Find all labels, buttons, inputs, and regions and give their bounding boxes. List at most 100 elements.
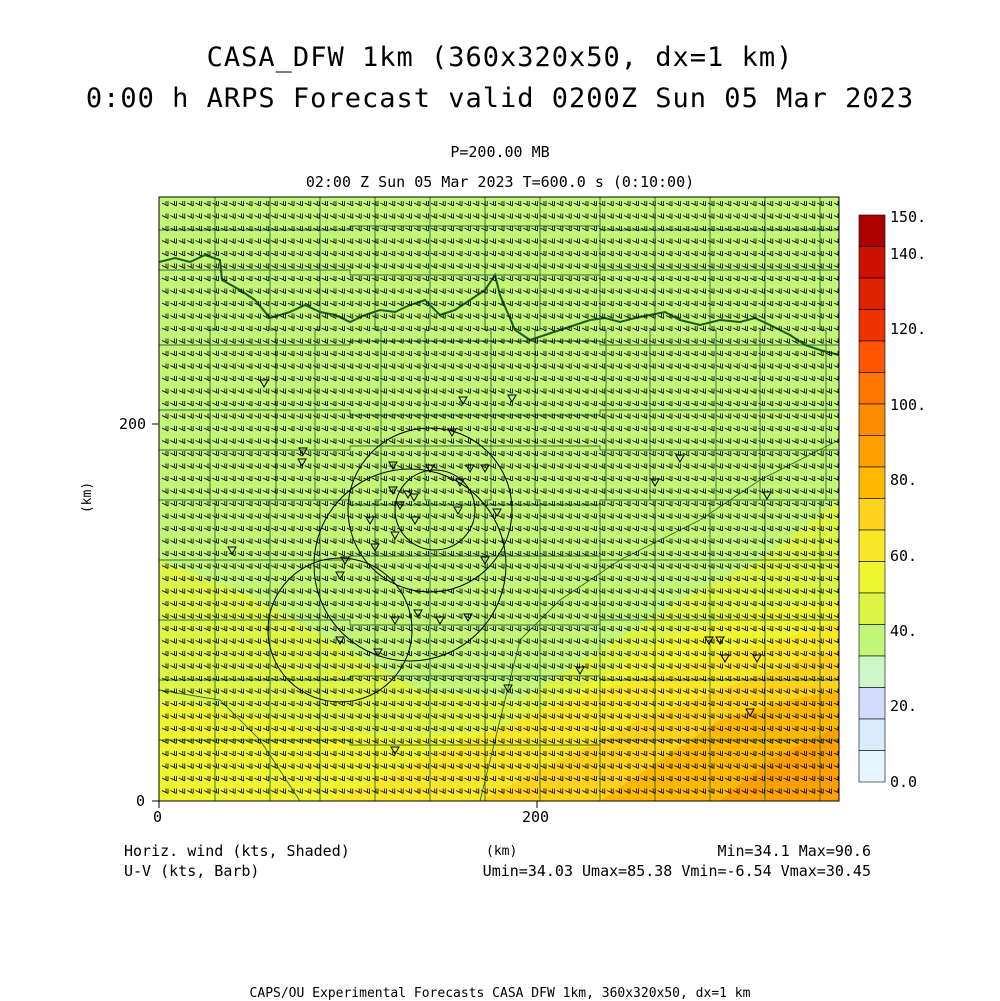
wind-barb [287,601,295,607]
wind-barb [775,413,782,419]
wind-barb [523,326,530,332]
wind-barb [170,763,177,769]
wind-barb [447,338,454,344]
wind-barb [245,788,253,794]
wind-barb [514,751,522,757]
wind-barb [203,451,211,457]
wind-barb [355,776,362,782]
wind-barb [161,488,169,494]
wind-barb [464,626,471,632]
wind-barb [455,563,463,569]
wind-barb [817,488,824,494]
wind-barb [195,326,202,332]
state-border [159,253,839,356]
wind-barb [581,313,589,319]
wind-barb [481,438,488,444]
wind-barb [355,226,362,232]
wind-barb [363,376,370,382]
wind-barb [548,488,555,494]
wind-barb [657,313,664,319]
wind-barb [388,413,396,419]
wind-barb [833,676,839,681]
wind-barb [833,301,839,306]
wind-barb [649,301,656,307]
wind-barb [380,776,387,782]
wind-barb [363,488,370,494]
wind-barb [161,276,169,282]
wind-barb [800,251,807,257]
wind-barb [817,563,824,569]
wind-barb [707,563,715,569]
wind-barb [489,751,496,757]
wind-barb [497,313,505,319]
wind-barb [573,463,580,469]
wind-barb [422,688,429,694]
wind-barb [338,338,345,344]
wind-barb [632,726,639,732]
wind-barb [481,301,488,307]
wind-barb [758,676,765,682]
wind-barb [321,676,328,682]
wind-barb [523,551,530,557]
wind-barb [716,263,723,269]
wind-barb [237,388,244,394]
wind-barb [657,451,664,457]
wind-barb [539,751,547,757]
wind-barb [430,326,438,332]
wind-barb [489,726,496,732]
wind-barb [313,426,320,432]
wind-barb [699,438,706,444]
wind-barb [296,663,303,669]
wind-barb [497,238,505,244]
county-line [159,619,839,626]
wind-barb [212,688,219,694]
wind-barb [657,301,664,307]
wind-barb [556,626,564,632]
wind-barb [682,401,690,407]
wind-barb [388,276,396,282]
wind-barb [556,313,564,319]
wind-barb [607,201,614,207]
wind-barb [413,626,421,632]
wind-barb [413,726,421,732]
wind-barb [791,651,799,657]
wind-barb [825,613,832,619]
wind-barb [707,726,715,732]
wind-barb [195,676,202,682]
wind-barb [388,326,396,332]
wind-barb [623,338,631,344]
wind-barb [371,351,379,357]
wind-barb [682,288,690,294]
wind-barb [321,488,328,494]
wind-barb [422,413,429,419]
wind-barb [556,513,564,519]
wind-barb [229,313,236,319]
wind-barb [397,401,404,407]
wind-barb [195,726,202,732]
wind-barb [741,301,748,307]
wind-barb [632,601,639,607]
wind-barb [783,576,790,582]
wind-barb [170,326,177,332]
wind-barb [590,401,597,407]
wind-barb [817,651,824,657]
wind-barb [775,351,782,357]
wind-barb [397,513,404,519]
wind-barb [430,226,438,232]
wind-barb [548,538,555,544]
wind-barb [691,788,698,794]
wind-barb [523,426,530,432]
wind-barb [581,638,589,644]
wind-barb [430,713,438,719]
wind-barb [388,351,396,357]
wind-barb [296,401,303,407]
wind-barb [187,776,194,782]
wind-barb [523,363,530,369]
wind-barb [170,726,177,732]
wind-barb [607,588,614,594]
wind-barb [791,363,799,369]
wind-barb [749,663,757,669]
colorbar-label: 40. [890,622,918,640]
wind-barb [254,226,261,232]
wind-barb [766,226,774,232]
